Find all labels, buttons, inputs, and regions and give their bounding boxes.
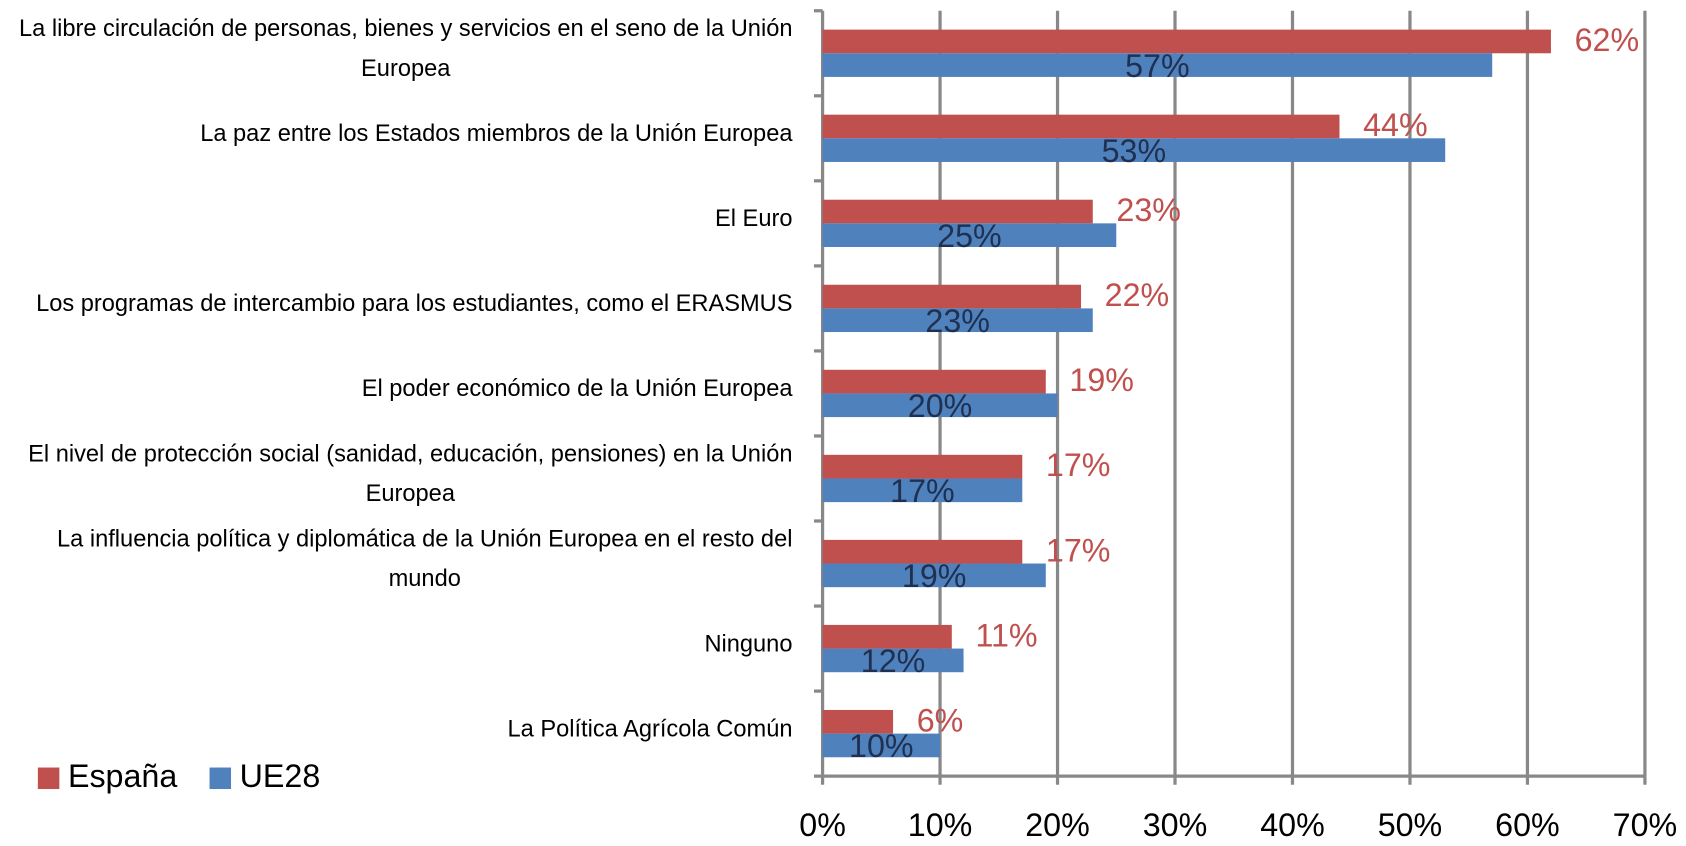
data-label: 17% — [890, 473, 955, 509]
bar — [822, 648, 964, 673]
data-label: 17% — [1046, 532, 1111, 568]
category-label: El poder económico de la Unión Europea — [362, 376, 794, 402]
x-tick-label: 70% — [1613, 807, 1678, 843]
bar — [822, 199, 1093, 224]
bar — [822, 454, 1023, 479]
data-label: 19% — [902, 558, 967, 594]
bar — [822, 539, 1023, 564]
legend-swatch — [37, 767, 60, 790]
bar — [822, 369, 1046, 394]
data-label: 20% — [908, 388, 973, 424]
x-tick-label: 40% — [1260, 807, 1325, 843]
bar — [822, 563, 1046, 588]
category-label: Ninguno — [704, 632, 792, 658]
category-label-line: Europea — [366, 481, 456, 507]
category-label-line: La libre circulación de personas, bienes… — [19, 16, 793, 42]
bar — [822, 138, 1446, 162]
data-label: 19% — [1069, 362, 1134, 398]
category-label-line: La paz entre los Estados miembros de la … — [200, 121, 793, 147]
legend-label: UE28 — [240, 758, 321, 794]
x-tick-label: 0% — [799, 807, 846, 843]
data-label: 22% — [1105, 277, 1170, 313]
x-tick-label: 10% — [908, 807, 973, 843]
category-label: El Euro — [715, 206, 792, 232]
category-label: Los programas de intercambio para los es… — [36, 291, 792, 317]
bar — [822, 624, 952, 649]
legend-label: España — [68, 758, 177, 794]
legend-swatch — [209, 767, 232, 790]
data-label: 25% — [937, 218, 1002, 254]
category-label-line: mundo — [389, 566, 461, 592]
data-label: 23% — [925, 303, 990, 339]
bar — [822, 308, 1093, 333]
category-label-line: El Euro — [715, 206, 792, 232]
category-label: La libre circulación de personas, bienes… — [19, 16, 793, 82]
bar — [822, 29, 1551, 54]
category-label: La paz entre los Estados miembros de la … — [200, 121, 793, 147]
data-label: 44% — [1363, 107, 1428, 143]
data-label: 57% — [1125, 48, 1190, 84]
data-label: 17% — [1046, 447, 1111, 483]
data-label: 6% — [917, 702, 964, 738]
data-label: 11% — [975, 617, 1037, 653]
category-label: El nivel de protección social (sanidad, … — [28, 442, 792, 508]
category-label-line: Europea — [361, 56, 451, 82]
data-label: 12% — [861, 643, 926, 679]
bar — [822, 53, 1493, 77]
x-tick-label: 60% — [1495, 807, 1560, 843]
data-label: 23% — [1116, 192, 1181, 228]
category-label: La Política Agrícola Común — [508, 717, 793, 743]
category-label-line: El nivel de protección social (sanidad, … — [28, 442, 792, 468]
category-label-line: Los programas de intercambio para los es… — [36, 291, 792, 317]
x-tick-label: 20% — [1025, 807, 1090, 843]
category-label: La influencia política y diplomática de … — [57, 527, 792, 593]
category-label-line: La influencia política y diplomática de … — [57, 527, 792, 553]
bar — [822, 709, 894, 734]
bar — [822, 223, 1117, 248]
bar — [822, 284, 1082, 309]
bar — [822, 114, 1340, 139]
x-tick-label: 30% — [1143, 807, 1208, 843]
bar — [822, 393, 1058, 418]
bar — [822, 478, 1023, 503]
category-label-line: El poder económico de la Unión Europea — [362, 376, 794, 402]
data-label: 53% — [1102, 133, 1167, 169]
data-label: 62% — [1575, 22, 1640, 58]
category-label-line: Ninguno — [704, 632, 792, 658]
x-tick-label: 50% — [1378, 807, 1443, 843]
data-label: 10% — [849, 728, 914, 764]
bar — [822, 733, 941, 758]
category-label-line: La Política Agrícola Común — [508, 717, 793, 743]
